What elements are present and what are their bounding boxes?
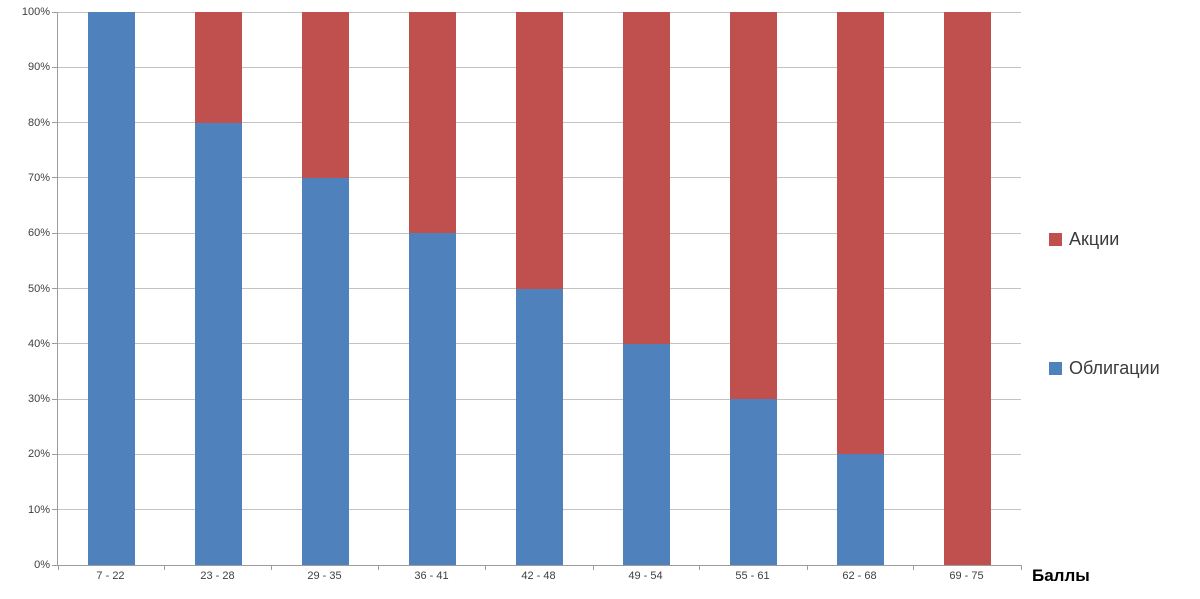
stacked-bar <box>516 12 563 565</box>
legend-item-obligacii: Облигации <box>1049 358 1160 379</box>
x-axis-tick <box>806 565 808 570</box>
bar-segment <box>408 12 456 234</box>
x-tick-label: 29 - 35 <box>307 570 342 582</box>
stacked-bar <box>944 12 991 565</box>
x-axis-tick <box>1020 565 1022 570</box>
y-tick-label: 90% <box>27 61 50 74</box>
y-tick-label: 30% <box>27 393 50 406</box>
x-tick-label: 36 - 41 <box>414 570 449 582</box>
legend-label-obligacii: Облигации <box>1069 358 1160 378</box>
y-tick-label: 0% <box>34 559 50 571</box>
x-axis-tick <box>913 565 915 570</box>
bar-slot <box>700 12 807 565</box>
y-axis-tick <box>52 564 58 566</box>
bar-slot <box>486 12 593 565</box>
bar-segment <box>837 454 884 565</box>
bar-segment <box>729 399 777 565</box>
x-axis-labels: 7 - 22 23 - 28 29 - 35 36 - 41 42 - 48 49 - 5… <box>57 570 1020 582</box>
x-axis-tick <box>164 565 166 570</box>
akcii-swatch-icon <box>1049 233 1062 246</box>
stacked-bar <box>837 12 884 565</box>
x-tick-label: 42 - 48 <box>521 570 556 582</box>
stacked-bar <box>88 12 135 565</box>
bar-segment <box>944 12 991 565</box>
bar-slot <box>165 12 272 565</box>
x-tick-label: 7 - 22 <box>96 570 125 582</box>
y-tick-label: 20% <box>27 448 50 461</box>
y-axis-tick <box>52 453 58 455</box>
legend-label-akcii: Акции <box>1069 229 1120 249</box>
x-axis-tick <box>271 565 273 570</box>
y-axis-tick <box>52 122 58 124</box>
bar-slot <box>593 12 700 565</box>
bar-slot <box>58 12 165 565</box>
y-axis-tick <box>52 398 58 400</box>
bar-segment <box>516 288 563 565</box>
y-axis-tick <box>52 66 58 68</box>
x-axis-tick <box>485 565 487 570</box>
y-tick-label: 10% <box>27 503 50 516</box>
bar-segment <box>729 12 777 400</box>
bar-segment <box>195 12 242 123</box>
y-tick-label: 70% <box>27 171 50 184</box>
y-axis-tick <box>52 232 58 234</box>
x-tick-label: 62 - 68 <box>842 570 877 582</box>
bar-slot <box>272 12 379 565</box>
legend-item-akcii: Акции <box>1049 229 1119 250</box>
stacked-bar <box>408 12 456 565</box>
bar-segment <box>88 12 135 565</box>
x-axis-tick <box>592 565 594 570</box>
stacked-bar <box>302 12 349 565</box>
stacked-bar <box>195 12 242 565</box>
x-tick-label: 49 - 54 <box>628 570 663 582</box>
bar-segment <box>408 233 456 565</box>
x-axis-tick <box>57 565 59 570</box>
bar-slot <box>807 12 914 565</box>
y-axis-tick <box>52 343 58 345</box>
y-tick-label: 40% <box>27 337 50 350</box>
x-tick-label: 69 - 75 <box>949 570 984 582</box>
x-axis-tick <box>699 565 701 570</box>
y-axis-tick <box>52 177 58 179</box>
y-axis-tick <box>52 509 58 511</box>
y-tick-label: 60% <box>27 227 50 240</box>
bar-slot <box>379 12 486 565</box>
bar-segment <box>837 12 884 455</box>
y-tick-label: 100% <box>21 6 50 18</box>
bar-slot <box>914 12 1021 565</box>
bar-segment <box>623 343 670 565</box>
x-axis-tick <box>378 565 380 570</box>
x-tick-label: 55 - 61 <box>735 570 770 582</box>
plot-area <box>52 11 1022 570</box>
stacked-bar <box>623 12 670 565</box>
obligacii-swatch-icon <box>1049 362 1062 375</box>
bar-segment <box>302 177 349 565</box>
bar-segment <box>516 12 563 289</box>
x-axis-title: Баллы <box>1032 566 1090 585</box>
y-tick-label: 80% <box>27 116 50 129</box>
bar-segment <box>195 122 242 565</box>
stacked-bar <box>729 12 777 565</box>
y-axis-labels: 0% 10% 20% 30% 40% 50% 60% 70% 80% 90% 100% <box>0 6 50 571</box>
x-tick-label: 23 - 28 <box>200 570 235 582</box>
y-axis-tick <box>52 11 58 13</box>
y-tick-label: 50% <box>27 282 50 295</box>
y-axis-tick <box>52 288 58 289</box>
bar-segment <box>623 12 670 344</box>
bar-segment <box>302 12 349 178</box>
